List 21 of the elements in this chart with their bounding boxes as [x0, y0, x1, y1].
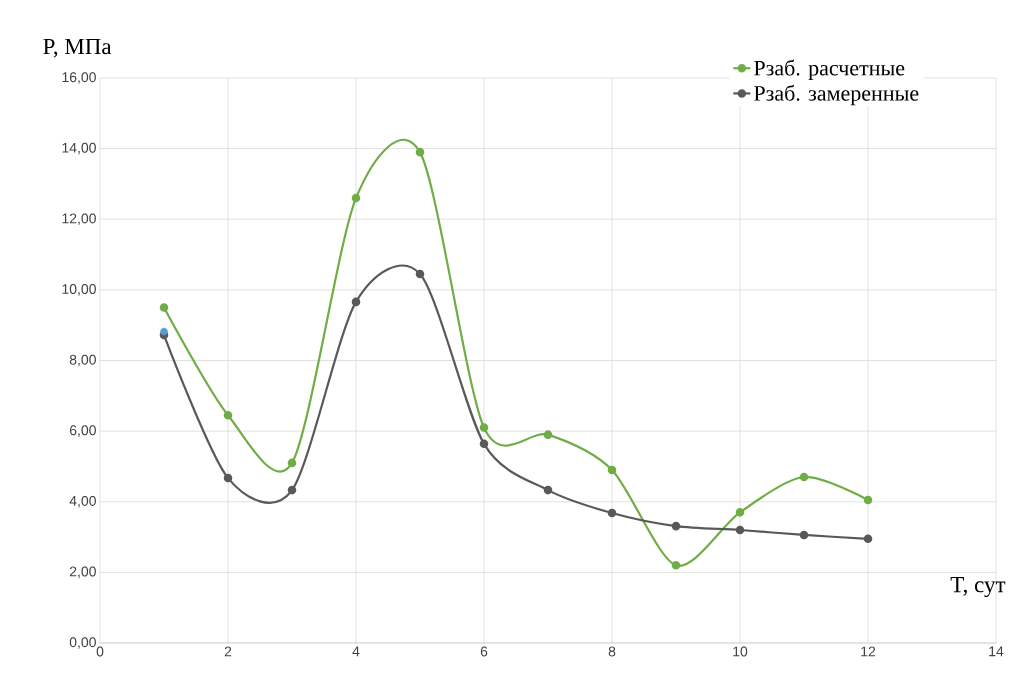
x-tick-label: 0: [96, 646, 104, 657]
y-axis-title: P, МПа: [43, 38, 112, 58]
y-tick-label: 6,00: [69, 425, 96, 437]
x-tick-label: 14: [989, 646, 1004, 657]
x-tick-label: 4: [352, 646, 360, 657]
y-tick-label: 0,00: [69, 637, 96, 649]
y-tick-label: 12,00: [62, 213, 96, 226]
x-tick-label: 2: [224, 646, 232, 657]
legend-label: Pзаб. замеренные: [754, 84, 919, 106]
y-tick-label: 10,00: [62, 284, 96, 296]
legend-label: Pзаб. расчетные: [754, 59, 905, 81]
y-tick-label: 14,00: [62, 142, 96, 155]
y-tick-label: 8,00: [69, 354, 96, 367]
y-tick-label: 4,00: [69, 495, 96, 508]
y-tick-label: 16,00: [62, 72, 96, 84]
x-tick-label: 6: [480, 646, 488, 657]
x-tick-label: 8: [608, 646, 616, 657]
x-tick-label: 12: [861, 646, 876, 657]
x-tick-label: 10: [733, 646, 748, 657]
y-tick-label: 2,00: [69, 566, 96, 579]
x-axis-title: T, сут: [950, 577, 1006, 598]
